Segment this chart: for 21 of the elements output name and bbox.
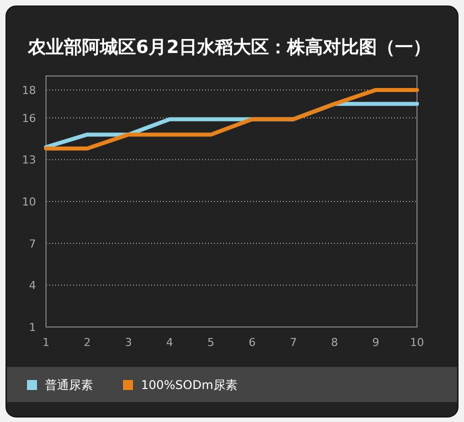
y-tick-label: 18 (22, 84, 36, 97)
x-tick-label: 7 (290, 336, 297, 349)
x-tick-label: 4 (166, 336, 174, 349)
y-tick-label: 10 (22, 196, 36, 208)
y-tick-label: 7 (29, 237, 36, 250)
x-tick-label: 6 (248, 336, 256, 349)
x-tick-label: 3 (124, 336, 132, 349)
y-tick-label: 13 (22, 154, 36, 167)
y-tick-label: 1 (29, 321, 36, 334)
y-tick-label: 4 (29, 279, 36, 292)
x-tick-label: 8 (331, 336, 338, 349)
x-tick-label: 10 (410, 336, 424, 349)
y-tick-label: 16 (22, 112, 36, 125)
legend-label: 100%SODm尿素 (141, 378, 238, 392)
line-series (44, 88, 419, 151)
chart-title: 农业部阿城区6月2日水稻大区：株高对比图（一） (27, 37, 432, 58)
x-tick-label: 9 (372, 336, 380, 349)
x-tick-label: 2 (84, 336, 91, 349)
x-tick-label: 1 (42, 336, 50, 349)
x-tick-label: 5 (207, 336, 214, 349)
legend-label: 普通尿素 (45, 378, 93, 392)
